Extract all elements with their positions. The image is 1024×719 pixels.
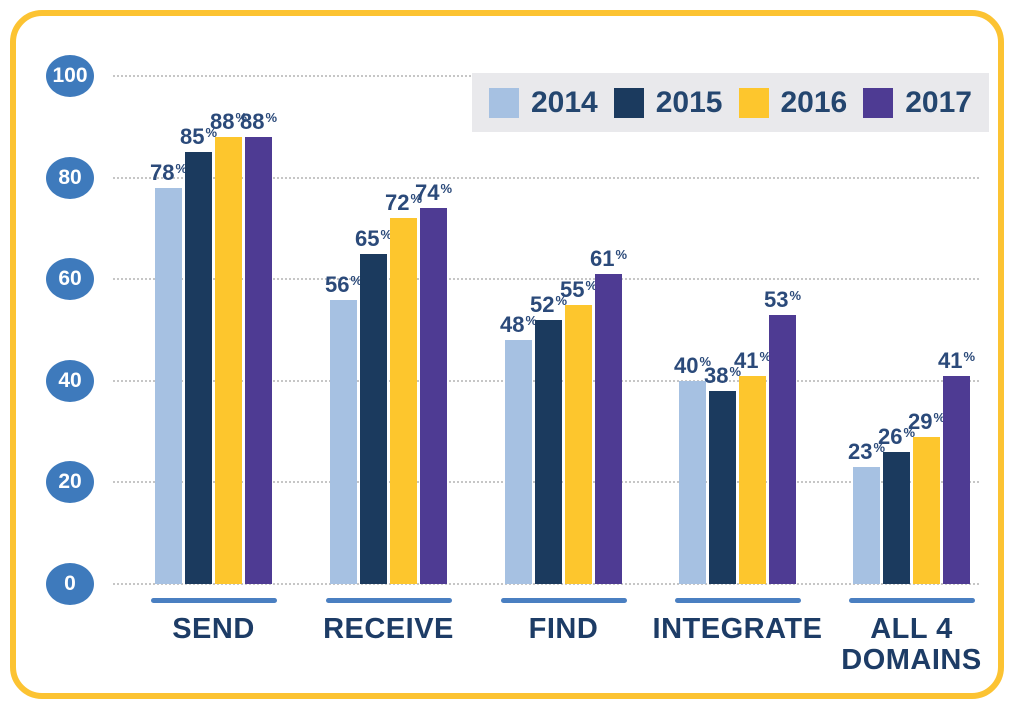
- bar-value-label: 29%: [907, 409, 946, 434]
- y-axis-badge-60: 60: [46, 258, 94, 301]
- bar-value-label: 52%: [529, 292, 568, 317]
- bar-find-2015: [535, 320, 562, 584]
- category-underline: [326, 598, 452, 603]
- y-axis-badge-40: 40: [46, 359, 94, 402]
- y-axis-badge-20: 20: [46, 461, 94, 504]
- bar-value-label: 74%: [414, 180, 453, 205]
- legend-label-2015: 2015: [655, 85, 723, 119]
- legend-swatch-2015: [613, 87, 644, 118]
- bar-send-2016: [215, 137, 242, 584]
- legend-swatch-2017: [863, 87, 894, 118]
- legend-label-2017: 2017: [905, 85, 972, 119]
- bar-receive-2015: [360, 254, 387, 584]
- bar-find-2016: [565, 305, 592, 584]
- category-label-integrate: INTEGRATE: [652, 613, 823, 645]
- bar-find-2014: [505, 340, 532, 584]
- legend-label-2016: 2016: [780, 85, 848, 119]
- legend-label-2014: 2014: [531, 85, 598, 119]
- legend-swatch-2016: [738, 87, 769, 118]
- bar-all-4-domains-2015: [883, 452, 910, 584]
- bar-all-4-domains-2017: [943, 376, 970, 584]
- bar-value-label: 41%: [937, 348, 976, 373]
- bar-send-2017: [245, 137, 272, 584]
- bar-value-label: 88%: [209, 109, 248, 134]
- bar-value-label: 48%: [499, 312, 538, 337]
- bar-value-label: 72%: [384, 190, 423, 215]
- gridline-0: [113, 583, 979, 585]
- category-label-receive: RECEIVE: [323, 613, 454, 645]
- bar-value-label: 65%: [354, 226, 393, 251]
- bar-find-2017: [595, 274, 622, 584]
- legend-item-2017: 2017: [863, 86, 972, 120]
- y-axis-badge-100: 100: [46, 55, 94, 97]
- legend-item-2015: 2015: [613, 85, 723, 120]
- gridline-80: [113, 176, 979, 179]
- bar-all-4-domains-2016: [913, 437, 940, 584]
- legend-item-2014: 2014: [489, 86, 598, 120]
- bar-value-label: 53%: [763, 287, 802, 312]
- bar-send-2015: [185, 152, 212, 584]
- bar-value-label: 88%: [239, 109, 278, 134]
- bar-integrate-2017: [769, 315, 796, 584]
- bar-receive-2014: [330, 300, 357, 584]
- bar-receive-2017: [420, 208, 447, 584]
- legend-swatch-2014: [489, 87, 519, 118]
- bar-integrate-2016: [739, 376, 766, 584]
- bar-integrate-2014: [679, 381, 706, 584]
- y-axis-badge-80: 80: [46, 156, 94, 199]
- legend: 2014 2015 2016 2017: [472, 73, 989, 132]
- category-underline: [501, 598, 627, 603]
- bar-send-2014: [155, 188, 182, 584]
- bar-value-label: 56%: [324, 272, 363, 297]
- bar-value-label: 78%: [149, 160, 188, 185]
- bar-value-label: 85%: [179, 124, 218, 149]
- bar-value-label: 38%: [703, 363, 742, 388]
- bar-value-label: 61%: [589, 246, 628, 271]
- category-underline: [675, 598, 801, 603]
- bar-integrate-2015: [709, 391, 736, 584]
- category-label-send: SEND: [172, 613, 255, 645]
- bar-all-4-domains-2014: [853, 467, 880, 584]
- bar-value-label: 55%: [559, 277, 598, 302]
- bar-value-label: 40%: [673, 353, 712, 378]
- card-border: 0 20 40 60 80 100 78% 85% 88% 88% 56% 65% 72% 74% 48%…: [10, 10, 1004, 699]
- category-underline: [151, 598, 277, 603]
- category-label-all-4-domains: ALL 4 DOMAINS: [841, 613, 982, 676]
- bar-value-label: 23%: [847, 439, 886, 464]
- bar-receive-2016: [390, 218, 417, 584]
- y-axis-badge-0: 0: [46, 563, 94, 605]
- legend-item-2016: 2016: [738, 85, 848, 120]
- gridline-60: [113, 278, 979, 281]
- category-label-find: FIND: [528, 613, 599, 645]
- bar-value-label: 41%: [733, 348, 772, 373]
- bar-value-label: 26%: [877, 424, 916, 449]
- category-underline: [849, 598, 975, 603]
